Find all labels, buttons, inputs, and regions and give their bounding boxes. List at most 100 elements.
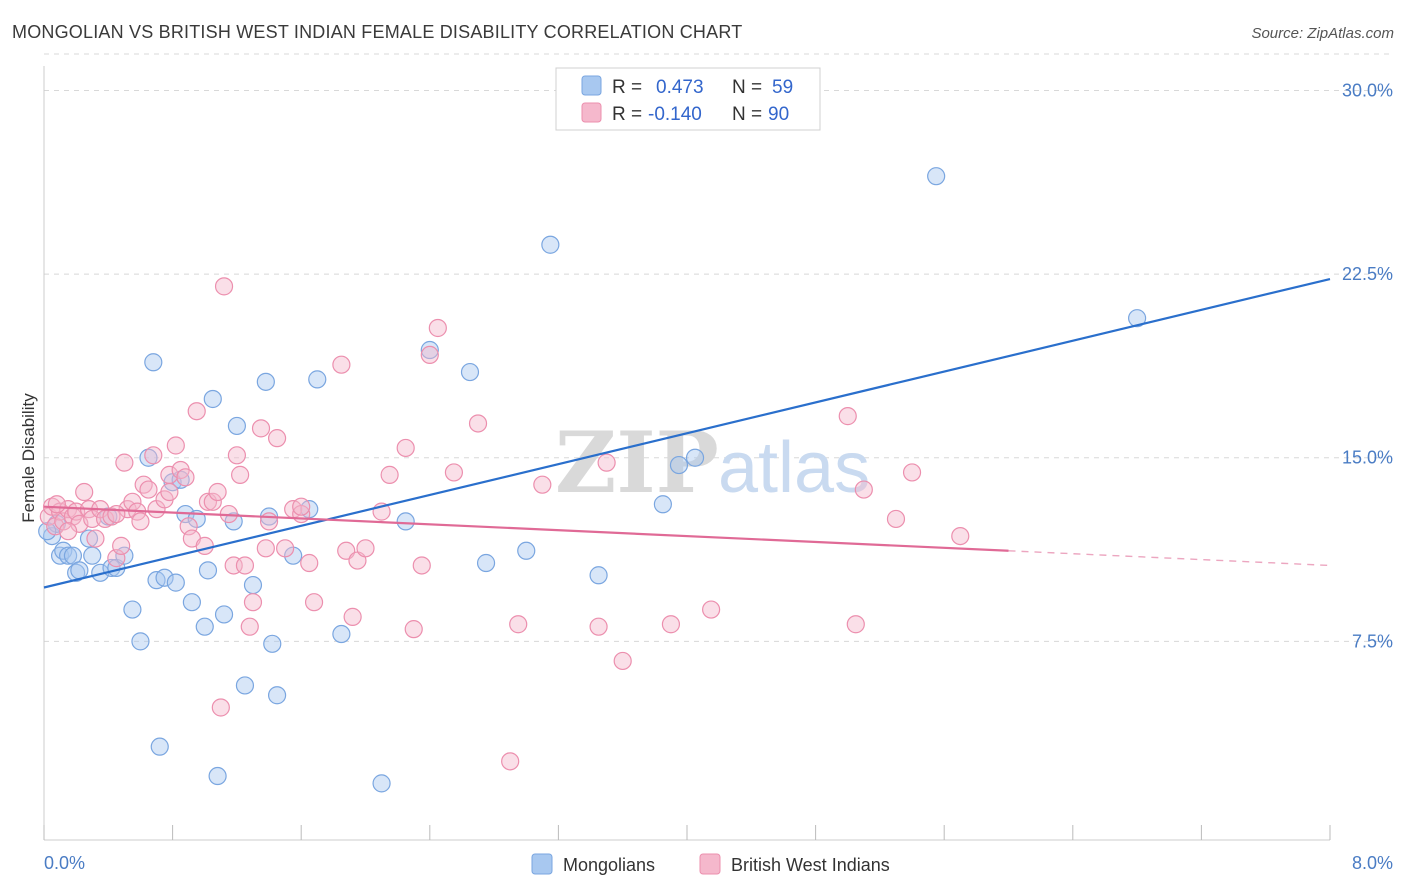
legend-n-value-1: 59 — [772, 77, 793, 98]
x-tick-label-1: 8.0% — [1352, 853, 1393, 873]
bwi-point-79 — [838, 407, 857, 426]
mongolians-point-30 — [203, 389, 222, 409]
mongolians-point-21 — [155, 568, 174, 587]
bwi-point-46 — [240, 617, 259, 636]
bwi-trend-line — [43, 505, 1009, 552]
mongolians-point-49 — [476, 553, 496, 573]
legend-r-label-2: R = — [612, 104, 642, 125]
mongolians-point-8 — [79, 529, 99, 548]
bwi-point-29 — [166, 436, 185, 455]
axes — [43, 66, 1331, 841]
bwi-point-55 — [300, 553, 319, 573]
bwi-point-36 — [198, 492, 218, 511]
watermark-zip: ZIP — [555, 413, 719, 512]
mongolians-point-26 — [182, 593, 201, 612]
bwi-point-86 — [59, 522, 78, 541]
bwi-point-18 — [115, 453, 134, 472]
bwi-trend-extension — [1008, 550, 1331, 567]
bwi-point-35 — [195, 536, 214, 555]
bwi-point-25 — [144, 446, 163, 465]
mongolians-point-48 — [460, 362, 480, 382]
bottom-legend-label-mongolians: Mongolians — [563, 855, 655, 875]
x-tick-labels: 0.0% 8.0% — [44, 853, 1393, 873]
mongolians-point-55 — [685, 448, 705, 467]
chart-title: MONGOLIAN VS BRITISH WEST INDIAN FEMALE … — [12, 22, 742, 42]
legend-n-value-2: 90 — [768, 104, 789, 125]
mongolians-point-57 — [1127, 309, 1147, 328]
mongolians-point-7 — [70, 561, 89, 580]
bwi-point-43 — [227, 446, 246, 465]
bwi-point-89 — [292, 497, 311, 516]
bwi-point-48 — [251, 419, 271, 438]
bwi-point-64 — [396, 438, 415, 458]
scatter-points — [38, 167, 1147, 793]
mongolians-point-4 — [59, 546, 78, 565]
bwi-point-45 — [235, 556, 255, 575]
trend-lines — [43, 277, 1331, 589]
bwi-point-73 — [533, 475, 552, 494]
chart-source: Source: ZipAtlas.com — [1251, 25, 1394, 42]
mongolians-point-53 — [653, 495, 672, 514]
bwi-point-61 — [356, 539, 375, 558]
bwi-point-40 — [214, 277, 234, 296]
bottom-legend-swatch-mongolians — [531, 853, 553, 875]
legend-r-label-1: R = — [612, 77, 642, 98]
bottom-legend-swatch-bwi — [699, 853, 721, 875]
bwi-point-78 — [702, 600, 721, 619]
bwi-point-52 — [276, 539, 295, 558]
y-tick-labels: 7.5% 15.0% 22.5% 30.0% — [1342, 80, 1393, 651]
y-tick-label-2: 22.5% — [1342, 264, 1393, 284]
bwi-point-68 — [428, 318, 447, 338]
mongolians-trend-line — [43, 277, 1331, 589]
bwi-point-9 — [75, 482, 94, 502]
bwi-point-38 — [208, 482, 227, 502]
mongolians-point-52 — [589, 566, 608, 585]
gridlines — [44, 53, 1394, 642]
mongolians-point-36 — [243, 575, 263, 595]
bwi-point-84 — [951, 526, 970, 546]
mongolians-point-56 — [927, 167, 946, 186]
legend-box: R = 0.473 N = 59 R = -0.140 N = 90 — [555, 67, 821, 131]
watermark: ZIP atlas — [555, 413, 870, 512]
mongolians-point-6 — [67, 563, 86, 582]
bwi-point-63 — [380, 465, 399, 484]
mongolians-point-20 — [150, 737, 169, 756]
mongolians-point-35 — [235, 676, 255, 695]
bwi-point-15 — [102, 507, 121, 526]
bwi-point-34 — [187, 402, 206, 421]
bwi-point-87 — [107, 504, 126, 524]
mongolians-point-29 — [198, 561, 218, 580]
mongolians-point-51 — [541, 235, 560, 254]
mongolians-point-32 — [214, 605, 234, 624]
mongolians-point-50 — [517, 541, 536, 560]
mongolians-point-17 — [139, 448, 158, 467]
y-tick-label-0: 7.5% — [1352, 631, 1393, 651]
bwi-point-74 — [589, 617, 608, 636]
legend-swatch-mongolians — [581, 75, 602, 96]
bwi-point-65 — [404, 620, 423, 639]
bwi-point-31 — [176, 468, 195, 487]
bwi-point-44 — [231, 465, 250, 484]
bwi-point-71 — [501, 752, 520, 771]
mongolians-point-9 — [83, 546, 102, 565]
bwi-point-82 — [886, 509, 906, 529]
bwi-point-72 — [509, 615, 528, 634]
mongolians-point-23 — [166, 573, 185, 592]
bwi-point-77 — [661, 615, 681, 634]
bwi-point-22 — [131, 512, 150, 531]
bwi-point-76 — [613, 651, 632, 671]
watermark-atlas: atlas — [718, 428, 870, 508]
bwi-point-59 — [343, 607, 362, 626]
mongolians-point-37 — [256, 372, 275, 391]
y-axis-label: Female Disability — [19, 393, 38, 523]
bwi-point-88 — [160, 482, 179, 502]
bwi-point-66 — [412, 556, 431, 575]
bwi-point-37 — [203, 492, 222, 511]
legend-n-label-1: N = — [732, 77, 762, 98]
bwi-point-49 — [256, 539, 275, 558]
bwi-point-51 — [267, 429, 287, 448]
mongolians-point-46 — [396, 512, 415, 531]
mongolians-point-44 — [332, 624, 351, 644]
bwi-point-75 — [597, 453, 616, 472]
